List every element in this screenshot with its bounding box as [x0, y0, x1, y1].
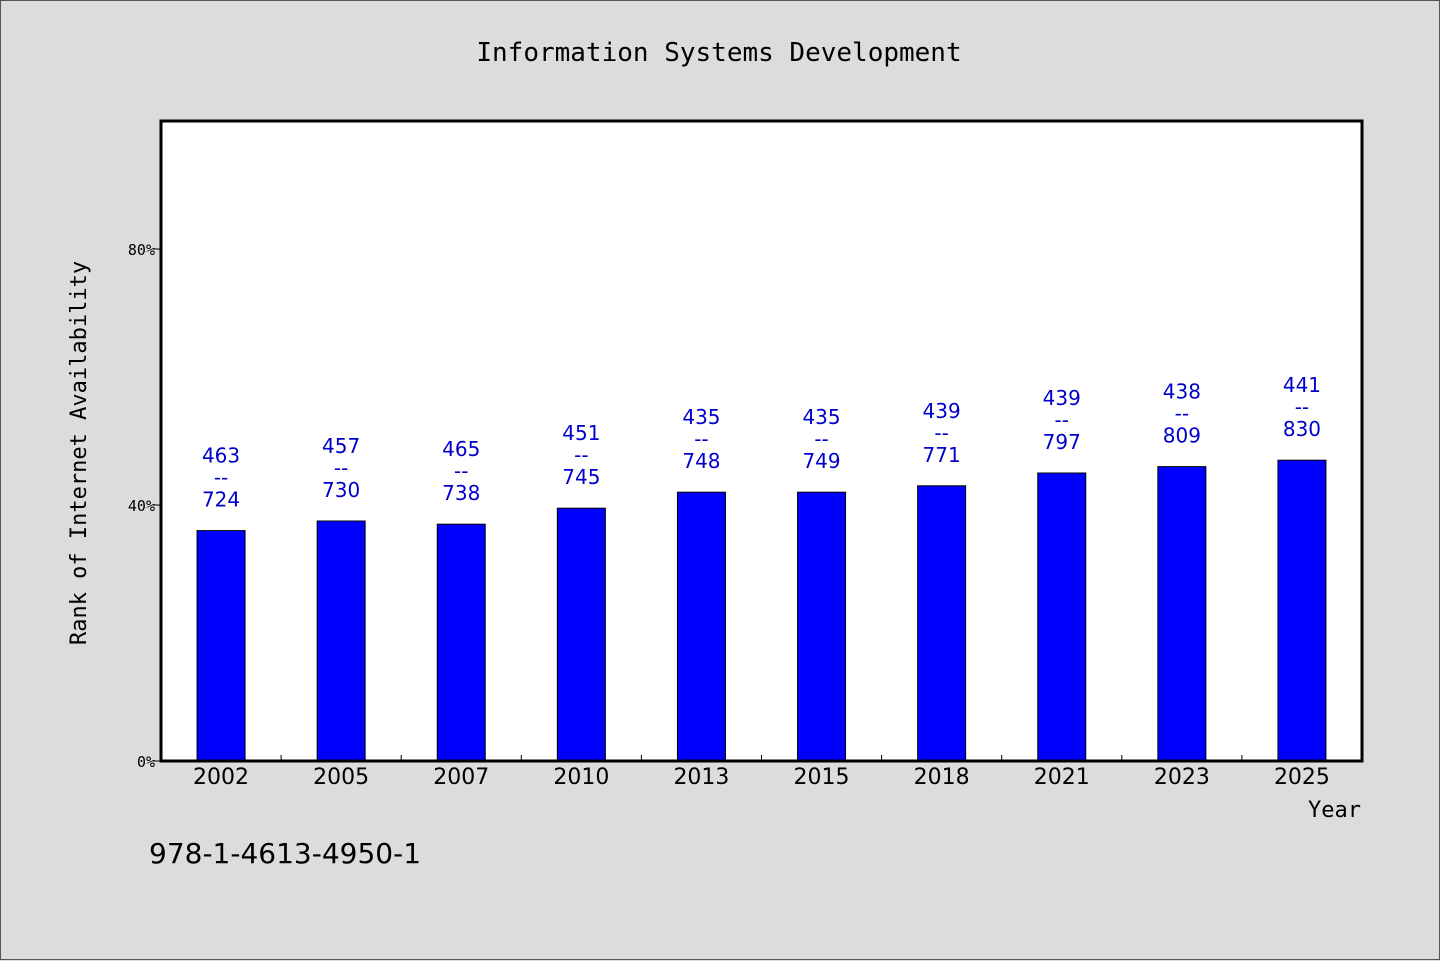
- data-label-2010-2: 745: [562, 465, 600, 489]
- data-label-2002-0: 463: [202, 444, 240, 468]
- data-label-2018-1: --: [934, 421, 948, 445]
- bar-2013: [676, 491, 726, 762]
- y-tick-label-2: 80%: [128, 241, 155, 259]
- data-label-2023-0: 438: [1163, 380, 1201, 404]
- data-label-2018-2: 771: [923, 443, 961, 467]
- bar-2002: [196, 530, 246, 762]
- x-tick-label-2007: 2007: [433, 765, 489, 790]
- data-label-2021-1: --: [1055, 408, 1069, 432]
- data-label-2013-2: 748: [682, 449, 720, 473]
- data-label-2013-0: 435: [682, 405, 720, 429]
- data-label-2021-0: 439: [1043, 386, 1081, 410]
- x-tick-label-2010: 2010: [553, 765, 609, 790]
- data-label-2015-2: 749: [802, 449, 840, 473]
- bar-2018: [917, 485, 967, 762]
- bar-2023: [1157, 466, 1207, 762]
- data-label-2025-2: 830: [1283, 417, 1321, 441]
- bar-2007: [436, 523, 486, 762]
- x-tick-label-2005: 2005: [313, 765, 369, 790]
- x-tick-label-2013: 2013: [673, 765, 729, 790]
- x-tick-label-2025: 2025: [1274, 765, 1330, 790]
- x-tick-label-2015: 2015: [794, 765, 850, 790]
- bars-layer: [196, 459, 1327, 762]
- data-label-2010-1: --: [574, 443, 588, 467]
- data-label-2021-2: 797: [1043, 430, 1081, 454]
- data-label-2007-1: --: [454, 459, 468, 483]
- bar-2025: [1277, 459, 1327, 762]
- bar-2010: [556, 507, 606, 762]
- bar-2021: [1037, 472, 1087, 762]
- y-tick-label-1: 40%: [128, 497, 155, 515]
- data-label-2005-1: --: [334, 456, 348, 480]
- data-label-2007-2: 738: [442, 481, 480, 505]
- y-axis-ticks: 0% 40% 80%: [128, 241, 161, 771]
- bar-2005: [316, 520, 366, 762]
- data-label-2010-0: 451: [562, 421, 600, 445]
- x-tick-label-2018: 2018: [914, 765, 970, 790]
- x-axis-label: Year: [1308, 798, 1361, 823]
- data-label-2002-1: --: [214, 466, 228, 490]
- y-tick-label-0: 0%: [137, 753, 155, 771]
- data-label-2013-1: --: [694, 427, 708, 451]
- y-axis-label: Rank of Internet Availability: [67, 261, 92, 645]
- data-label-2007-0: 465: [442, 437, 480, 461]
- x-tick-label-2023: 2023: [1154, 765, 1210, 790]
- chart-title: Information Systems Development: [476, 38, 961, 68]
- data-labels-layer: 463--724457--730465--738451--745435--748…: [202, 373, 1321, 511]
- data-label-2025-0: 441: [1283, 373, 1321, 397]
- data-label-2023-1: --: [1175, 402, 1189, 426]
- data-label-2015-1: --: [814, 427, 828, 451]
- x-axis-ticks: 2002 2005 2007 2010 2013 2015 2018 2021 2023 2025: [193, 755, 1330, 790]
- data-label-2005-0: 457: [322, 434, 360, 458]
- data-label-2005-2: 730: [322, 478, 360, 502]
- data-label-2018-0: 439: [923, 399, 961, 423]
- data-label-2023-2: 809: [1163, 424, 1201, 448]
- x-tick-label-2002: 2002: [193, 765, 249, 790]
- bar-2015: [797, 491, 847, 762]
- footer-identifier: 978-1-4613-4950-1: [149, 837, 421, 870]
- data-label-2025-1: --: [1295, 395, 1309, 419]
- data-label-2015-0: 435: [802, 405, 840, 429]
- data-label-2002-2: 724: [202, 488, 240, 512]
- x-tick-label-2021: 2021: [1034, 765, 1090, 790]
